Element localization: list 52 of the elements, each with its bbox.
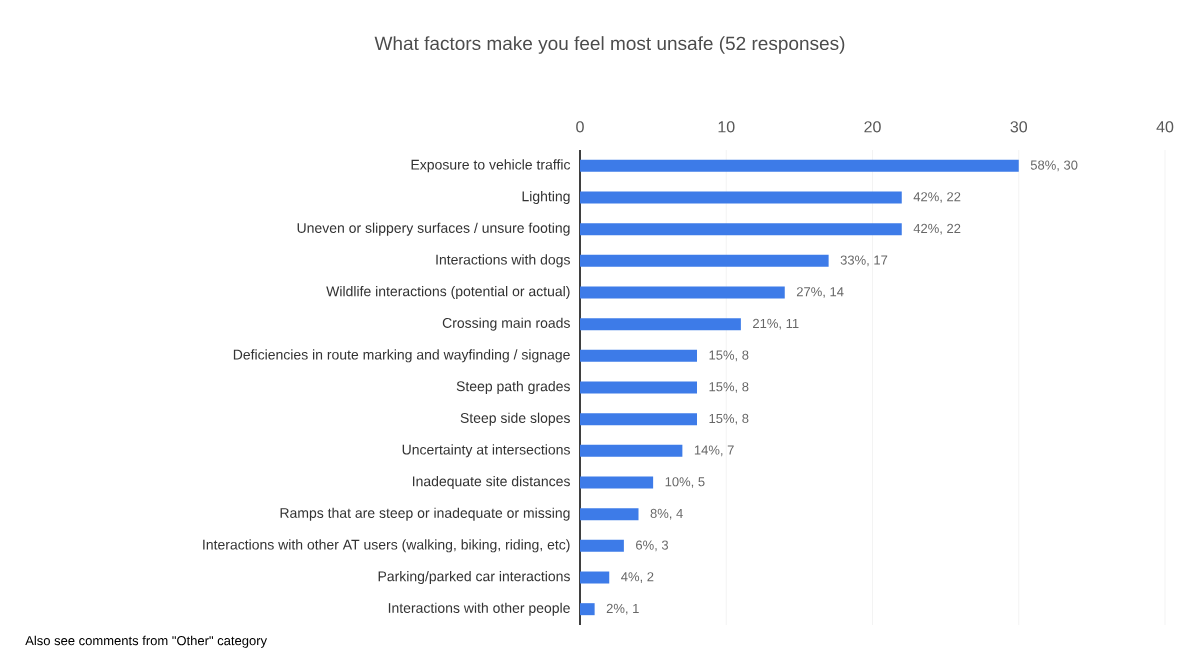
x-tick-label: 20: [864, 121, 881, 133]
chart-title: What factors make you feel most unsafe (52 responses): [374, 36, 845, 54]
y-tick-label: Ramps that are steep or inadequate or missing: [280, 507, 570, 521]
data-label: 42%, 22: [913, 223, 961, 235]
y-tick-label: Parking/parked car interactions: [378, 570, 570, 585]
data-label: 27%, 14: [796, 287, 844, 298]
bar: [580, 318, 741, 331]
bar: [580, 159, 1019, 172]
text: Also see comments from "Other" category: [25, 635, 268, 648]
data-label: 4%, 2: [621, 572, 654, 583]
data-label: 10%, 5: [665, 477, 705, 488]
data-label: 8%, 4: [650, 508, 683, 520]
bar: [580, 444, 683, 457]
y-tick-label: Exposure to vehicle traffic: [411, 159, 571, 173]
y-tick-label: Steep side slopes: [460, 412, 570, 426]
y-tick-label: Uneven or slippery surfaces / unsure footing: [297, 222, 570, 236]
data-label: 15%, 8: [709, 382, 749, 393]
bar: [580, 381, 697, 394]
y-tick-label: Uncertainty at intersections: [402, 444, 570, 458]
bar: [580, 603, 595, 616]
bar: [580, 254, 829, 267]
x-tick-label: 40: [1156, 121, 1174, 133]
y-tick-label: Lighting: [522, 190, 570, 205]
y-tick-label: Steep path grades: [456, 380, 570, 395]
bar: [580, 539, 624, 552]
data-label: 58%, 30: [1030, 160, 1078, 172]
data-label: 14%, 7: [694, 445, 734, 457]
y-tick-label: Crossing main roads: [442, 317, 570, 331]
bar: [580, 508, 639, 521]
y-tick-label: Interactions with dogs: [436, 254, 570, 268]
x-tick-label: 0: [576, 121, 584, 133]
y-tick-label: Wildlife interactions (potential or actual): [326, 285, 570, 300]
y-tick-label: Interactions with other people: [388, 602, 570, 616]
y-tick-label: Inadequate site distances: [413, 475, 570, 490]
bar: [580, 286, 785, 299]
data-label: 15%, 8: [709, 413, 749, 425]
data-label: 2%, 1: [606, 603, 639, 615]
bar: [580, 191, 902, 204]
bar: [580, 223, 902, 236]
bar: [580, 413, 697, 426]
x-tick-label: 30: [1010, 121, 1028, 133]
data-label: 21%, 11: [753, 318, 799, 330]
x-tick-label: 10: [718, 121, 735, 133]
data-label: 6%, 3: [636, 540, 669, 552]
y-tick-label: Interactions with other AT users (walking, biking, riding, etc): [203, 539, 570, 553]
bar: [580, 349, 697, 362]
data-label: 33%, 17: [840, 255, 888, 267]
bar: [580, 571, 610, 584]
bar: [580, 476, 654, 489]
data-label: 42%, 22: [913, 192, 961, 203]
data-label: 15%, 8: [709, 350, 749, 362]
y-tick-label: Deficiencies in route marking and wayfinding / signage: [233, 349, 570, 363]
